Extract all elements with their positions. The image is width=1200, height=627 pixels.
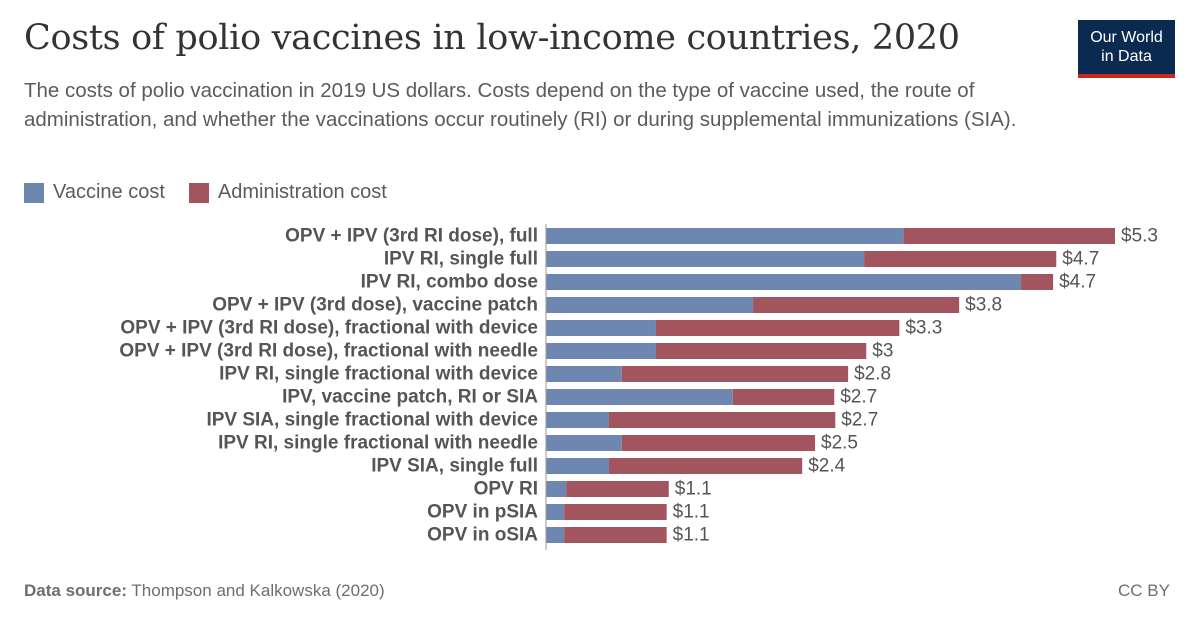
total-value-label: $2.4 — [808, 456, 845, 477]
data-source-label: Data source: — [24, 581, 127, 600]
data-source-text[interactable]: Thompson and Kalkowska (2020) — [126, 581, 385, 600]
bar-segment-vaccine[interactable] — [546, 527, 565, 543]
bar-segment-administration[interactable] — [564, 504, 667, 520]
category-label: OPV + IPV (3rd RI dose), fractional with… — [120, 318, 538, 339]
bar-segment-administration[interactable] — [732, 389, 835, 405]
category-label: IPV SIA, single fractional with device — [206, 410, 538, 431]
logo-line-2: in Data — [1101, 48, 1152, 65]
bar-segment-vaccine[interactable] — [546, 435, 622, 451]
bar-segment-vaccine[interactable] — [546, 481, 567, 497]
category-label: OPV in pSIA — [427, 502, 538, 523]
category-label: OPV RI — [474, 479, 538, 500]
bar-segment-administration[interactable] — [1021, 274, 1054, 290]
bar-segment-vaccine[interactable] — [546, 251, 865, 267]
category-label: IPV RI, combo dose — [361, 272, 538, 293]
total-value-label: $2.7 — [840, 387, 877, 408]
chart-subtitle: The costs of polio vaccination in 2019 U… — [24, 79, 1017, 131]
bar-segment-vaccine[interactable] — [546, 412, 609, 428]
category-label: OPV + IPV (3rd RI dose), fractional with… — [119, 341, 538, 362]
bar-segment-vaccine[interactable] — [546, 458, 609, 474]
bar-segment-administration[interactable] — [566, 481, 669, 497]
bar-segment-administration[interactable] — [753, 297, 960, 313]
chart-title: Costs of polio vaccines in low-income co… — [24, 18, 960, 58]
total-value-label: $3.8 — [965, 295, 1002, 316]
category-label: OPV + IPV (3rd RI dose), full — [285, 226, 538, 247]
total-value-label: $3 — [872, 341, 893, 362]
bar-segment-administration[interactable] — [903, 228, 1115, 244]
bar-segment-vaccine[interactable] — [546, 343, 656, 359]
bar-segment-vaccine[interactable] — [546, 366, 622, 382]
total-value-label: $3.3 — [905, 318, 942, 339]
bar-segment-administration[interactable] — [564, 527, 667, 543]
bar-segment-administration[interactable] — [621, 366, 849, 382]
bar-segment-administration[interactable] — [864, 251, 1057, 267]
total-value-label: $1.1 — [673, 502, 710, 523]
bar-segment-vaccine[interactable] — [546, 297, 754, 313]
category-label: IPV RI, single fractional with device — [219, 364, 538, 385]
owid-logo[interactable]: Our World in Data — [1078, 20, 1175, 78]
total-value-label: $4.7 — [1062, 249, 1099, 270]
legend-swatch-administration — [188, 182, 209, 203]
bar-segment-vaccine[interactable] — [546, 320, 656, 336]
chart-legend: Vaccine cost Administration cost — [24, 181, 411, 204]
total-value-label: $4.7 — [1059, 272, 1096, 293]
legend-swatch-vaccine — [24, 182, 44, 203]
logo-line-1: Our World — [1090, 29, 1163, 46]
category-label: IPV SIA, single full — [371, 456, 538, 477]
category-label: OPV + IPV (3rd dose), vaccine patch — [212, 295, 538, 316]
data-source: Data source: Thompson and Kalkowska (202… — [24, 581, 385, 601]
total-value-label: $1.1 — [675, 479, 712, 500]
bar-segment-vaccine[interactable] — [546, 504, 565, 520]
category-label: IPV RI, single full — [384, 249, 538, 270]
category-label: IPV, vaccine patch, RI or SIA — [282, 387, 538, 408]
bar-segment-administration[interactable] — [608, 412, 836, 428]
total-value-label: $2.8 — [854, 364, 891, 385]
legend-item-vaccine[interactable]: Vaccine cost — [24, 181, 165, 204]
legend-label-administration: Administration cost — [217, 181, 387, 203]
bar-segment-administration[interactable] — [621, 435, 816, 451]
bar-segment-administration[interactable] — [655, 343, 867, 359]
bar-segment-vaccine[interactable] — [546, 389, 733, 405]
bar-segment-vaccine[interactable] — [546, 274, 1022, 290]
bar-segment-administration[interactable] — [655, 320, 900, 336]
total-value-label: $2.7 — [841, 410, 878, 431]
legend-label-vaccine: Vaccine cost — [53, 181, 165, 203]
category-label: OPV in oSIA — [427, 525, 538, 546]
total-value-label: $2.5 — [821, 433, 858, 454]
license-link[interactable]: CC BY — [1118, 581, 1170, 600]
total-value-label: $5.3 — [1121, 226, 1158, 247]
category-label: IPV RI, single fractional with needle — [218, 433, 538, 454]
legend-item-administration[interactable]: Administration cost — [188, 181, 387, 204]
bar-segment-vaccine[interactable] — [546, 228, 904, 244]
bar-segment-administration[interactable] — [608, 458, 803, 474]
total-value-label: $1.1 — [673, 525, 710, 546]
